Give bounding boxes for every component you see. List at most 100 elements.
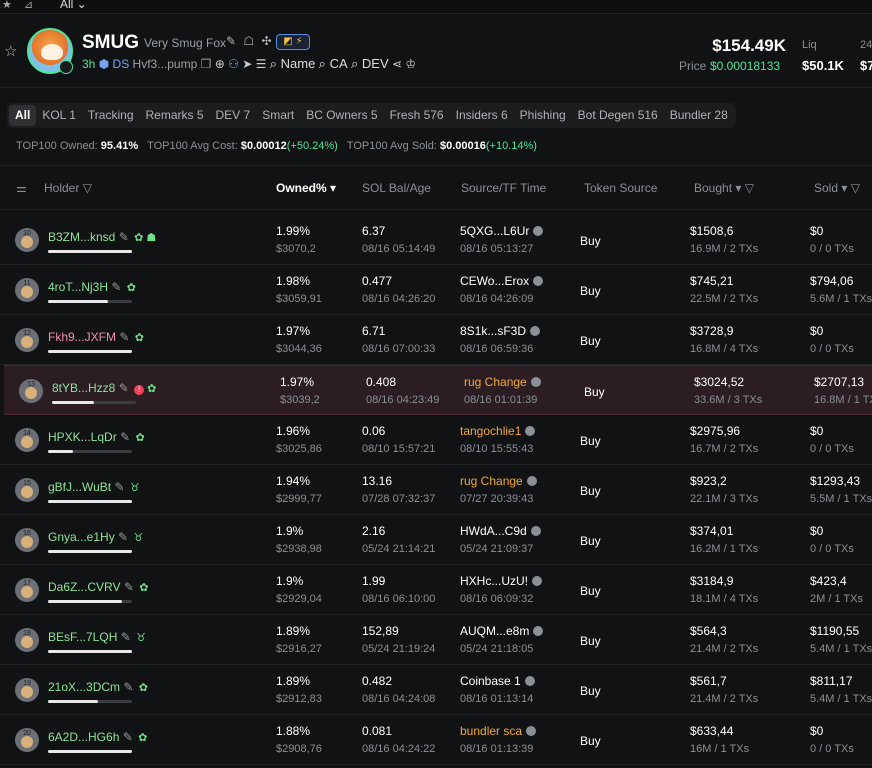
filter-icon[interactable]: ▽ — [82, 181, 92, 195]
telegram-icon[interactable]: ➤ — [242, 57, 253, 71]
sold-usd: $794,06 — [810, 274, 854, 288]
holder-address[interactable]: 21oX...3DCm ✎ ✿ — [48, 680, 148, 694]
tab-smart[interactable]: Smart — [262, 108, 295, 122]
crown-icon[interactable]: ♔ — [405, 57, 417, 71]
tab-fresh[interactable]: Fresh 576 — [389, 108, 444, 122]
tab-bundler[interactable]: Bundler 28 — [669, 108, 728, 122]
table-row[interactable]: 19 21oX...3DCm ✎ ✿ 1.89% $2912,83 0.482 08/16… — [0, 665, 872, 715]
edit-icon[interactable]: ✎ — [123, 580, 134, 594]
table-row[interactable]: 15 gBfJ...WuBt ✎ ♉ 1.94% $2999,77 13.16 07/28… — [0, 465, 872, 515]
avatar[interactable]: 17 — [15, 578, 39, 602]
list-icon[interactable]: ☰ — [255, 57, 267, 71]
tab-bc-owners[interactable]: BC Owners 5 — [306, 108, 378, 122]
funding-time: 08/16 01:13:14 — [460, 693, 534, 705]
col-source[interactable]: Source/TF Time — [461, 181, 547, 195]
search-name-link[interactable]: ⌕ Name — [269, 56, 316, 71]
edit-icon[interactable]: ✎ — [118, 381, 129, 395]
avatar[interactable]: 19 — [15, 678, 39, 702]
funding-source[interactable]: HWdA...C9d — [460, 524, 541, 538]
tab-all[interactable]: All — [9, 105, 37, 126]
table-row[interactable]: 13 8tYB...Hzz8 ✎ ! ✿ 1.97% $3039,2 0.408 08/1… — [4, 365, 872, 415]
table-row[interactable]: 20 6A2D...HG6h ✎ ✿ 1.88% $2908,76 0.081 08/16… — [0, 715, 872, 765]
price-value: $0.00018133 — [710, 59, 781, 73]
globe-icon[interactable]: ⊕ — [214, 57, 225, 71]
tab-bot-degen[interactable]: Bot Degen 516 — [577, 108, 658, 122]
source-icon — [530, 377, 541, 387]
holder-address[interactable]: 4roT...Nj3H ✎ ✿ — [48, 280, 136, 294]
contract-address[interactable]: Hvf3...pump — [132, 57, 198, 71]
holder-address[interactable]: Gnya...e1Hy ✎ ♉ — [48, 530, 143, 544]
col-token-source[interactable]: Token Source — [584, 181, 658, 195]
avatar[interactable]: 10 — [15, 228, 39, 252]
edit-icon[interactable]: ✎ — [111, 280, 122, 294]
chart-icon[interactable]: ⊿ — [24, 0, 34, 11]
col-holder[interactable]: Holder ▽ — [44, 181, 92, 195]
edit-icon[interactable]: ✎ — [114, 480, 125, 494]
avatar[interactable]: 13 — [19, 379, 43, 403]
sold-usd: $0 — [810, 324, 824, 338]
col-sold[interactable]: Sold ▾ ▽ — [814, 181, 860, 195]
avatar[interactable]: 14 — [15, 428, 39, 452]
edit-icon[interactable]: ✎ — [118, 230, 129, 244]
funding-source[interactable]: 8S1k...sF3D — [460, 324, 541, 338]
star-icon[interactable]: ★ — [2, 0, 12, 11]
table-row[interactable]: 10 B3ZM...knsd ✎ ✿ ☗ 1.99% $3070,2 6.37 08/16… — [0, 215, 872, 265]
table-row[interactable]: 18 BEsF...7LQH ✎ ♉ 1.89% $2916,27 152,89 05/2… — [0, 615, 872, 665]
table-row[interactable]: 14 HPXK...LqDr ✎ ✿ 1.96% $3025,86 0.06 08/10 … — [0, 415, 872, 465]
holder-address[interactable]: HPXK...LqDr ✎ ✿ — [48, 430, 145, 444]
col-bought[interactable]: Bought ▾ ▽ — [694, 181, 754, 195]
holder-address[interactable]: BEsF...7LQH ✎ ♉ — [48, 630, 146, 644]
edit-icon[interactable]: ✎ — [120, 630, 131, 644]
table-row[interactable]: 12 Fkh9...JXFM ✎ ✿ 1.97% $3044,36 6.71 08/16 … — [0, 315, 872, 365]
favorite-star-icon[interactable]: ☆ — [4, 43, 18, 60]
funding-source[interactable]: rug Change — [460, 474, 537, 488]
ds-label[interactable]: DS — [112, 57, 130, 71]
col-owned[interactable]: Owned% ▾ — [276, 181, 337, 195]
avatar[interactable]: 18 — [15, 628, 39, 652]
avatar[interactable]: 15 — [15, 478, 39, 502]
funding-source[interactable]: rug Change — [464, 375, 541, 389]
people-icon[interactable]: ⚇ — [228, 57, 239, 71]
settings-sliders-icon[interactable]: ⚌ — [16, 181, 27, 195]
search-dev-link[interactable]: ⌕ DEV — [350, 56, 389, 71]
tab-kol[interactable]: KOL 1 — [42, 108, 76, 122]
holder-address[interactable]: 8tYB...Hzz8 ✎ ! ✿ — [52, 381, 156, 395]
funding-source[interactable]: HXHc...UzU! — [460, 574, 543, 588]
avatar[interactable]: 11 — [15, 278, 39, 302]
edit-icon[interactable]: ✎ — [119, 330, 130, 344]
col-sol-bal[interactable]: SOL Bal/Age — [362, 181, 431, 195]
holder-address[interactable]: 6A2D...HG6h ✎ ✿ — [48, 730, 147, 744]
tab-remarks[interactable]: Remarks 5 — [145, 108, 204, 122]
tab-phishing[interactable]: Phishing — [519, 108, 566, 122]
edit-icon[interactable]: ✎ — [123, 680, 134, 694]
edit-icon[interactable]: ✎ — [118, 530, 129, 544]
holder-address[interactable]: Da6Z...CVRV ✎ ✿ — [48, 580, 148, 594]
filter-icon[interactable]: ▽ — [744, 181, 754, 195]
holder-address[interactable]: gBfJ...WuBt ✎ ♉ — [48, 480, 140, 494]
edit-icon[interactable]: ✎ — [120, 430, 131, 444]
funding-source[interactable]: CEWo...Erox — [460, 274, 544, 288]
tab-dev[interactable]: DEV 7 — [215, 108, 251, 122]
funding-source[interactable]: AUQM...e8m — [460, 624, 544, 638]
funding-source[interactable]: tangochlie1 — [460, 424, 536, 438]
avatar[interactable]: 12 — [15, 328, 39, 352]
tab-insiders[interactable]: Insiders 6 — [455, 108, 508, 122]
table-row[interactable]: 11 4roT...Nj3H ✎ ✿ 1.98% $3059,91 0.477 08/16… — [0, 265, 872, 315]
search-ca-link[interactable]: ⌕ CA — [318, 56, 348, 71]
funding-source[interactable]: 5QXG...L6Ur — [460, 224, 544, 238]
filter-icon[interactable]: ▽ — [850, 181, 860, 195]
filter-dropdown[interactable]: All ⌄ — [60, 0, 87, 11]
share-icon[interactable]: ⋖ — [391, 57, 403, 71]
edit-icon[interactable]: ✎ ☖ ✣ — [226, 34, 274, 48]
table-row[interactable]: 17 Da6Z...CVRV ✎ ✿ 1.9% $2929,04 1.99 08/16 0… — [0, 565, 872, 615]
holder-address[interactable]: B3ZM...knsd ✎ ✿ ☗ — [48, 230, 156, 244]
funding-source[interactable]: bundler sca — [460, 724, 537, 738]
holder-address[interactable]: Fkh9...JXFM ✎ ✿ — [48, 330, 144, 344]
edit-icon[interactable]: ✎ — [122, 730, 133, 744]
table-row[interactable]: 16 Gnya...e1Hy ✎ ♉ 1.9% $2938,98 2.16 05/24 2… — [0, 515, 872, 565]
copy-icon[interactable]: ❐ — [200, 57, 212, 71]
funding-source[interactable]: Coinbase 1 — [460, 674, 535, 688]
avatar[interactable]: 20 — [15, 728, 39, 752]
tab-tracking[interactable]: Tracking — [87, 108, 134, 122]
avatar[interactable]: 16 — [15, 528, 39, 552]
